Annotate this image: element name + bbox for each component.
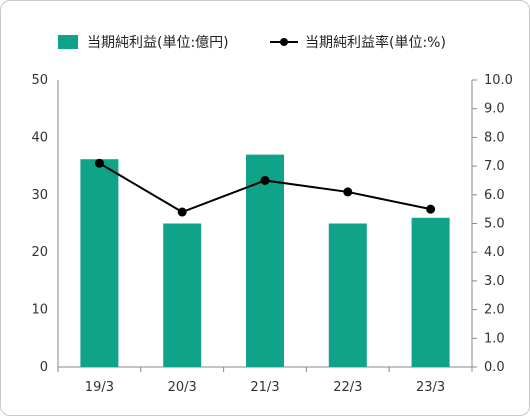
legend-swatch-bar bbox=[58, 35, 78, 49]
line-point bbox=[177, 207, 187, 217]
left-tick-label: 30 bbox=[31, 188, 48, 203]
right-tick-label: 1.0 bbox=[484, 331, 505, 346]
legend: 当期純利益(単位:億円) 当期純利益率(単位:%) bbox=[58, 34, 446, 51]
right-tick-label: 10.0 bbox=[484, 73, 513, 88]
bar bbox=[411, 217, 450, 367]
right-axis-ticks: 0.0 1.0 2.0 3.0 4.0 5.0 6.0 7.0 8.0 9.0 10.0 bbox=[472, 73, 513, 375]
right-tick-label: 5.0 bbox=[484, 217, 505, 232]
right-tick-label: 3.0 bbox=[484, 274, 505, 289]
right-tick-label: 6.0 bbox=[484, 188, 505, 203]
bar-series bbox=[80, 154, 450, 367]
x-tick-label: 20/3 bbox=[168, 380, 197, 395]
right-tick-label: 9.0 bbox=[484, 102, 505, 117]
left-tick-label: 50 bbox=[31, 73, 48, 88]
bar bbox=[246, 154, 284, 367]
left-tick-label: 0 bbox=[40, 360, 48, 375]
x-tick-label: 22/3 bbox=[333, 380, 362, 395]
right-tick-label: 8.0 bbox=[484, 130, 505, 145]
x-tick-label: 23/3 bbox=[416, 380, 445, 395]
line-point bbox=[94, 158, 104, 168]
left-tick-label: 10 bbox=[31, 303, 48, 318]
line-point bbox=[260, 175, 270, 185]
legend-swatch-marker bbox=[280, 38, 288, 46]
left-axis-ticks: 0 10 20 30 40 50 bbox=[31, 73, 48, 375]
bar bbox=[328, 223, 367, 367]
legend-label-line: 当期純利益率(単位:%) bbox=[305, 34, 446, 51]
legend-label-bar: 当期純利益(単位:億円) bbox=[87, 35, 229, 51]
x-tick-label: 19/3 bbox=[85, 380, 114, 395]
left-tick-label: 20 bbox=[31, 245, 48, 260]
x-axis-ticks: 19/3 20/3 21/3 22/3 23/3 bbox=[57, 367, 473, 395]
x-tick-label: 21/3 bbox=[250, 380, 279, 395]
line-series bbox=[94, 158, 436, 217]
line-point bbox=[343, 187, 353, 197]
right-tick-label: 4.0 bbox=[484, 245, 505, 260]
right-tick-label: 7.0 bbox=[484, 159, 505, 174]
bar bbox=[80, 159, 119, 367]
line-point bbox=[426, 204, 436, 214]
bar bbox=[163, 223, 202, 367]
right-tick-label: 0.0 bbox=[484, 360, 505, 375]
right-tick-label: 2.0 bbox=[484, 303, 505, 318]
left-tick-label: 40 bbox=[31, 130, 48, 145]
